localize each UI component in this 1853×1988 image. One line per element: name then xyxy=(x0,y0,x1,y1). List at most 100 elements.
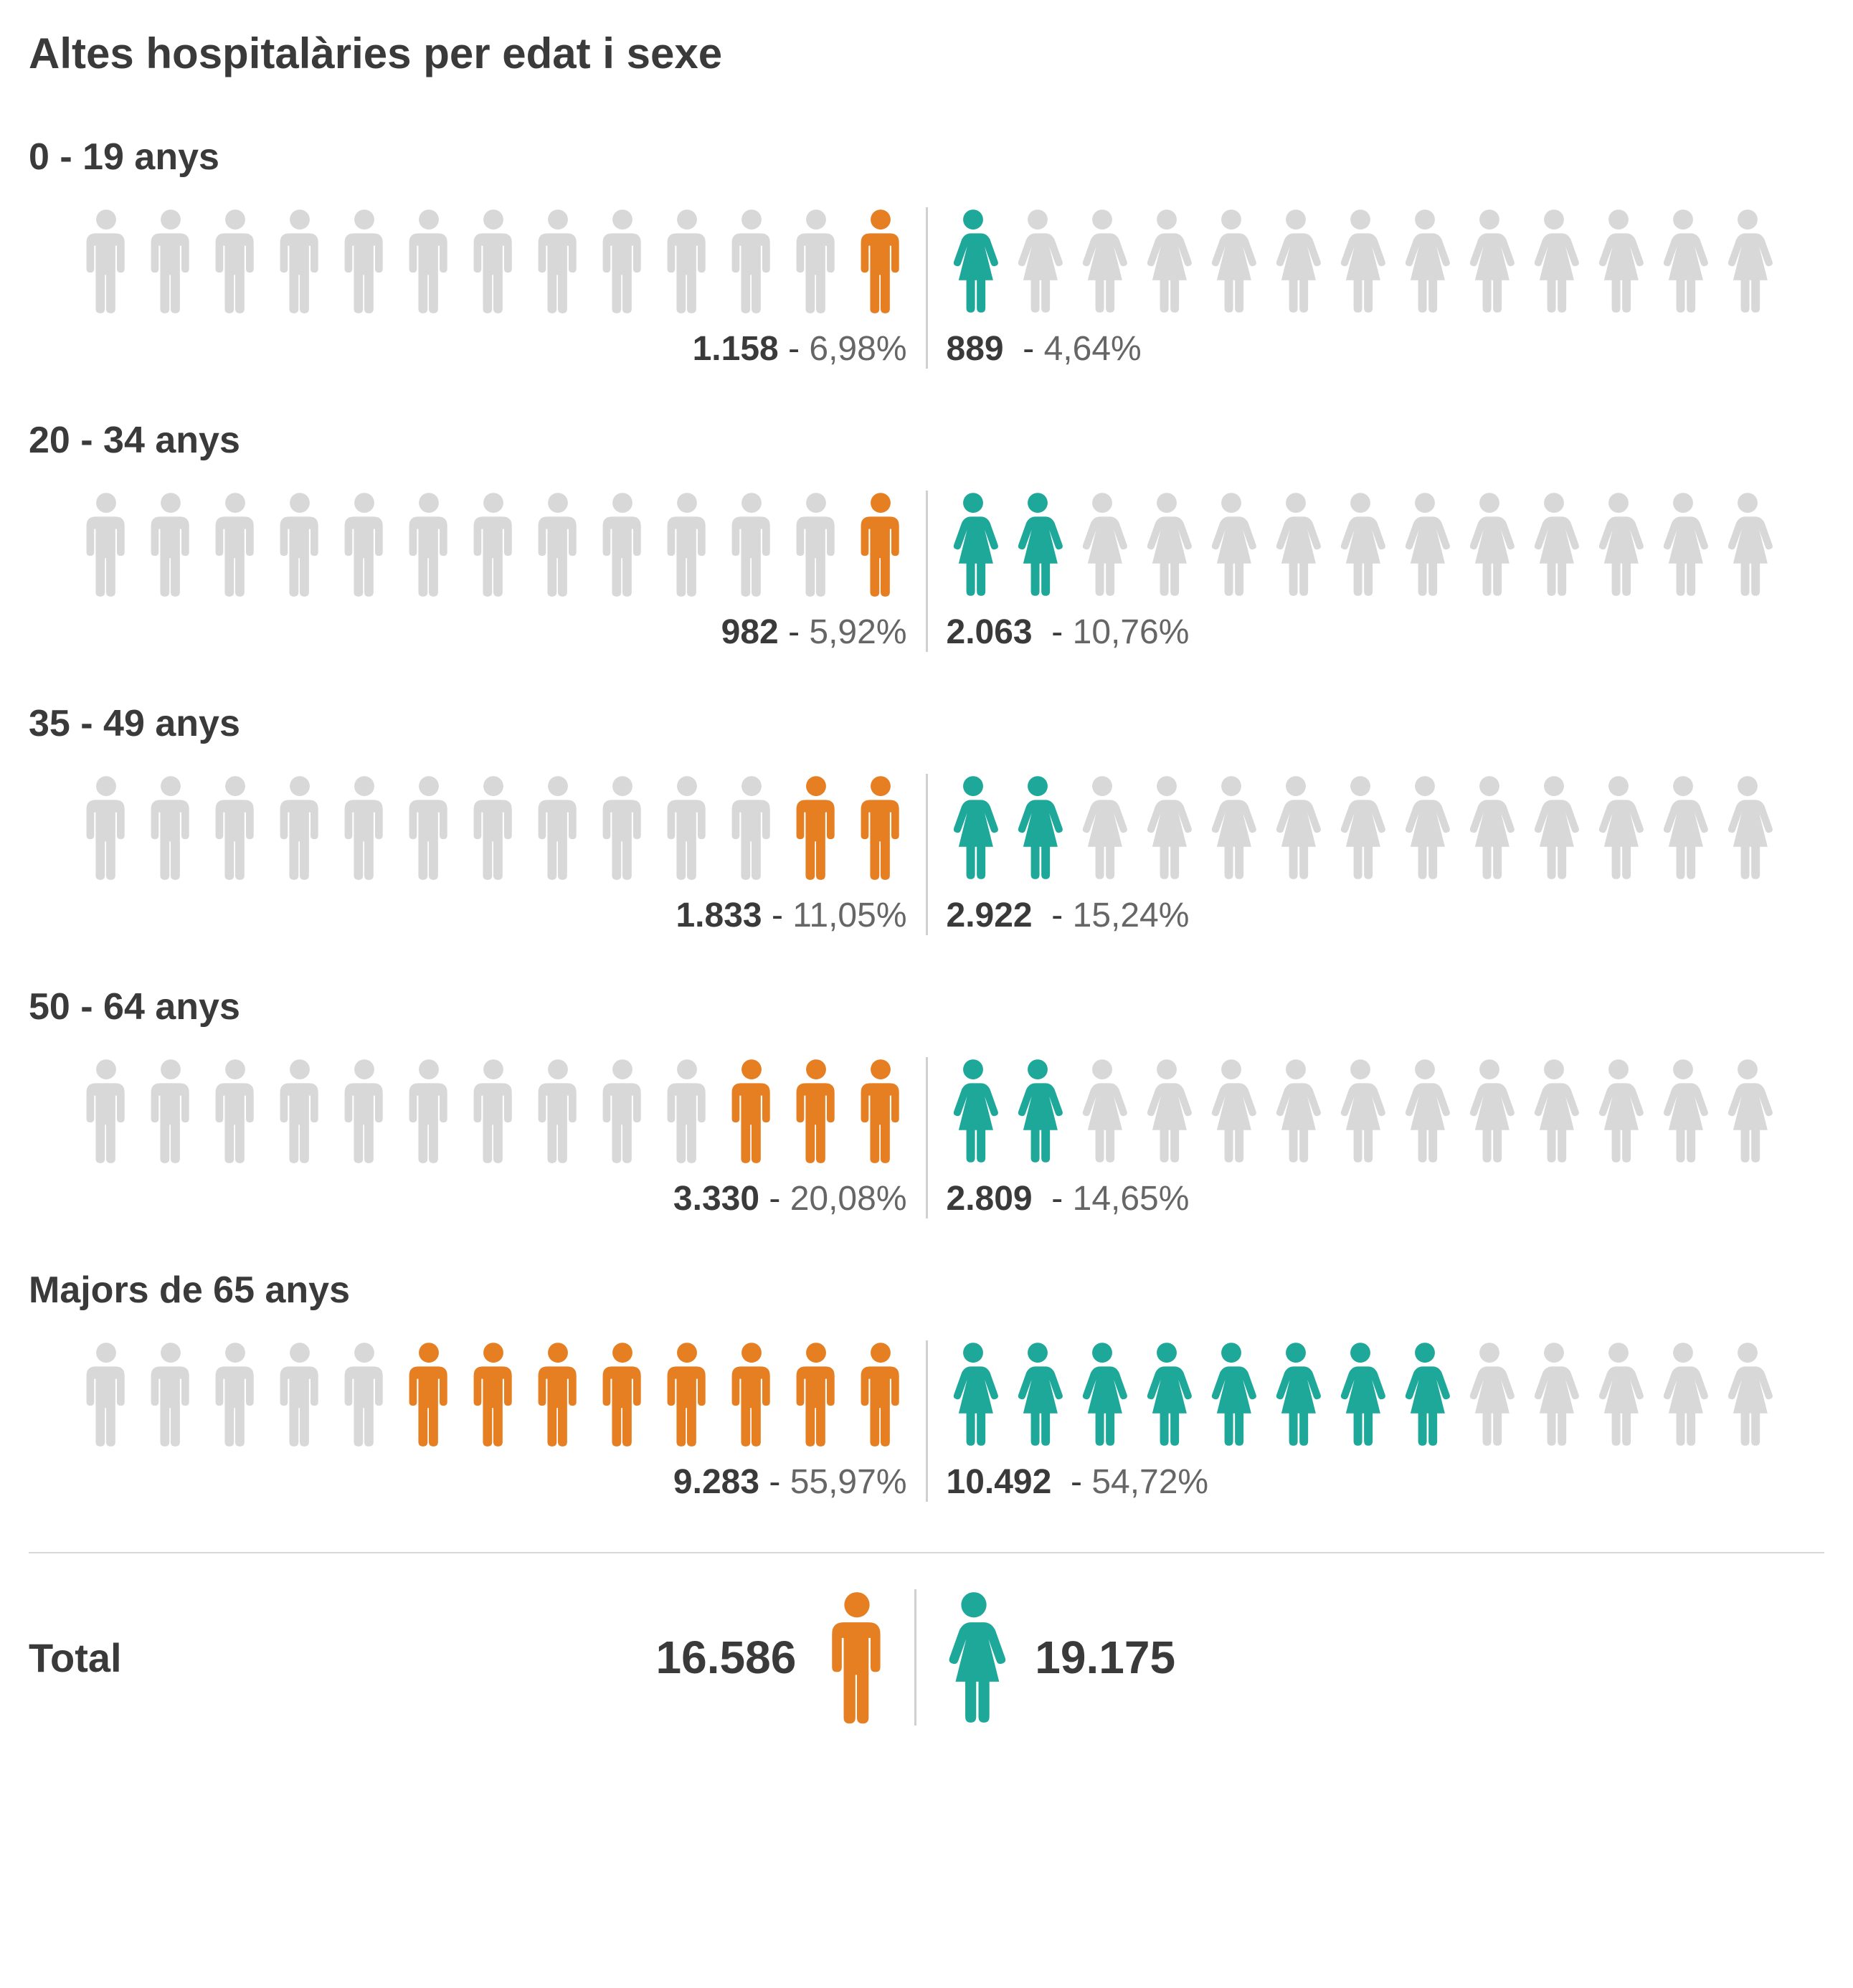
female-icon xyxy=(1330,1340,1391,1448)
male-icon xyxy=(140,491,202,598)
male-icon xyxy=(140,1340,202,1448)
total-male-value: 16.586 xyxy=(656,1631,797,1684)
male-icon-strip xyxy=(75,1340,911,1448)
male-icon xyxy=(463,207,524,315)
female-icon xyxy=(1652,774,1714,881)
male-side: 982 - 5,92% xyxy=(29,491,911,652)
male-pct: 20,08% xyxy=(790,1180,907,1218)
female-icon xyxy=(1523,774,1585,881)
female-icon xyxy=(1652,1340,1714,1448)
male-icon xyxy=(75,774,137,881)
male-icon xyxy=(850,1340,911,1448)
female-count: 10.492 xyxy=(947,1463,1052,1501)
male-stat: 1.833 - 11,05% xyxy=(676,896,911,935)
female-side: 2.922 - 15,24% xyxy=(942,774,1825,935)
female-icon xyxy=(1523,491,1585,598)
female-icon-strip xyxy=(942,1340,1778,1448)
male-icon xyxy=(850,207,911,315)
male-icon xyxy=(75,1057,137,1165)
male-pct: 11,05% xyxy=(792,896,906,934)
male-icon xyxy=(269,1340,331,1448)
male-stat: 1.158 - 6,98% xyxy=(693,329,911,369)
male-stat: 3.330 - 20,08% xyxy=(673,1179,911,1218)
male-icon xyxy=(527,491,589,598)
female-icon xyxy=(1071,1057,1133,1165)
center-divider xyxy=(926,1057,928,1218)
male-icon xyxy=(463,491,524,598)
female-icon xyxy=(1265,774,1327,881)
age-group: Majors de 65 anys 9.283 - 55,97% xyxy=(29,1269,1824,1502)
female-icon xyxy=(1007,207,1068,315)
female-icon xyxy=(942,207,1004,315)
age-group-label: Majors de 65 anys xyxy=(29,1269,1824,1312)
female-count: 2.922 xyxy=(947,896,1033,934)
male-icon xyxy=(527,1057,589,1165)
female-icon xyxy=(1007,491,1068,598)
female-icon xyxy=(1200,1340,1262,1448)
icons-row: 1.158 - 6,98% 889 - 4,64% xyxy=(29,207,1824,369)
male-icon xyxy=(527,774,589,881)
female-stat: 2.922 - 15,24% xyxy=(942,896,1190,935)
icons-row: 9.283 - 55,97% 10.492 - 54,72% xyxy=(29,1340,1824,1502)
female-icon xyxy=(1200,207,1262,315)
male-icon xyxy=(140,774,202,881)
female-icon xyxy=(1588,774,1649,881)
male-side: 1.158 - 6,98% xyxy=(29,207,911,369)
female-icon-strip xyxy=(942,1057,1778,1165)
female-icon xyxy=(1394,207,1456,315)
male-icon xyxy=(398,1340,460,1448)
female-icon xyxy=(1394,1057,1456,1165)
female-icon xyxy=(1394,1340,1456,1448)
male-icon-strip xyxy=(75,491,911,598)
female-icon xyxy=(1200,774,1262,881)
female-icon xyxy=(942,1340,1004,1448)
male-icon xyxy=(398,491,460,598)
female-icon xyxy=(1717,774,1778,881)
male-icon xyxy=(398,774,460,881)
icons-row: 982 - 5,92% 2.063 - 10,76% xyxy=(29,491,1824,652)
female-icon xyxy=(1588,207,1649,315)
female-icon xyxy=(1071,207,1133,315)
male-icon xyxy=(333,207,395,315)
female-stat: 889 - 4,64% xyxy=(942,329,1142,369)
female-icon xyxy=(942,491,1004,598)
male-icon xyxy=(592,491,653,598)
female-pct: 4,64% xyxy=(1044,330,1142,368)
female-side: 2.809 - 14,65% xyxy=(942,1057,1825,1218)
male-side: 9.283 - 55,97% xyxy=(29,1340,911,1502)
age-group-label: 50 - 64 anys xyxy=(29,985,1824,1028)
male-icon xyxy=(75,491,137,598)
female-icon xyxy=(1265,1057,1327,1165)
female-icon xyxy=(1071,774,1133,881)
female-icon xyxy=(1459,1340,1520,1448)
female-side: 2.063 - 10,76% xyxy=(942,491,1825,652)
male-icon xyxy=(850,774,911,881)
male-icon xyxy=(269,491,331,598)
age-group-label: 35 - 49 anys xyxy=(29,702,1824,745)
female-icon xyxy=(1394,491,1456,598)
female-icon xyxy=(1588,491,1649,598)
male-count: 3.330 xyxy=(673,1180,759,1218)
male-icon xyxy=(785,491,847,598)
female-icon xyxy=(1330,774,1391,881)
male-icon xyxy=(721,774,782,881)
female-icon xyxy=(1265,491,1327,598)
male-icon xyxy=(721,491,782,598)
age-group: 35 - 49 anys 1.833 - 11,05% xyxy=(29,702,1824,935)
female-icon xyxy=(1200,1057,1262,1165)
male-stat: 9.283 - 55,97% xyxy=(673,1462,911,1502)
female-icon-strip xyxy=(942,774,1778,881)
male-icon xyxy=(140,1057,202,1165)
age-group-label: 0 - 19 anys xyxy=(29,136,1824,179)
male-icon xyxy=(818,1589,896,1726)
male-icon xyxy=(592,774,653,881)
male-icon xyxy=(721,1340,782,1448)
male-pct: 6,98% xyxy=(809,330,906,368)
female-icon xyxy=(1330,207,1391,315)
center-divider xyxy=(926,207,928,369)
male-icon xyxy=(721,207,782,315)
age-group-label: 20 - 34 anys xyxy=(29,419,1824,462)
female-icon xyxy=(1652,491,1714,598)
female-icon xyxy=(942,774,1004,881)
female-icon xyxy=(1588,1340,1649,1448)
